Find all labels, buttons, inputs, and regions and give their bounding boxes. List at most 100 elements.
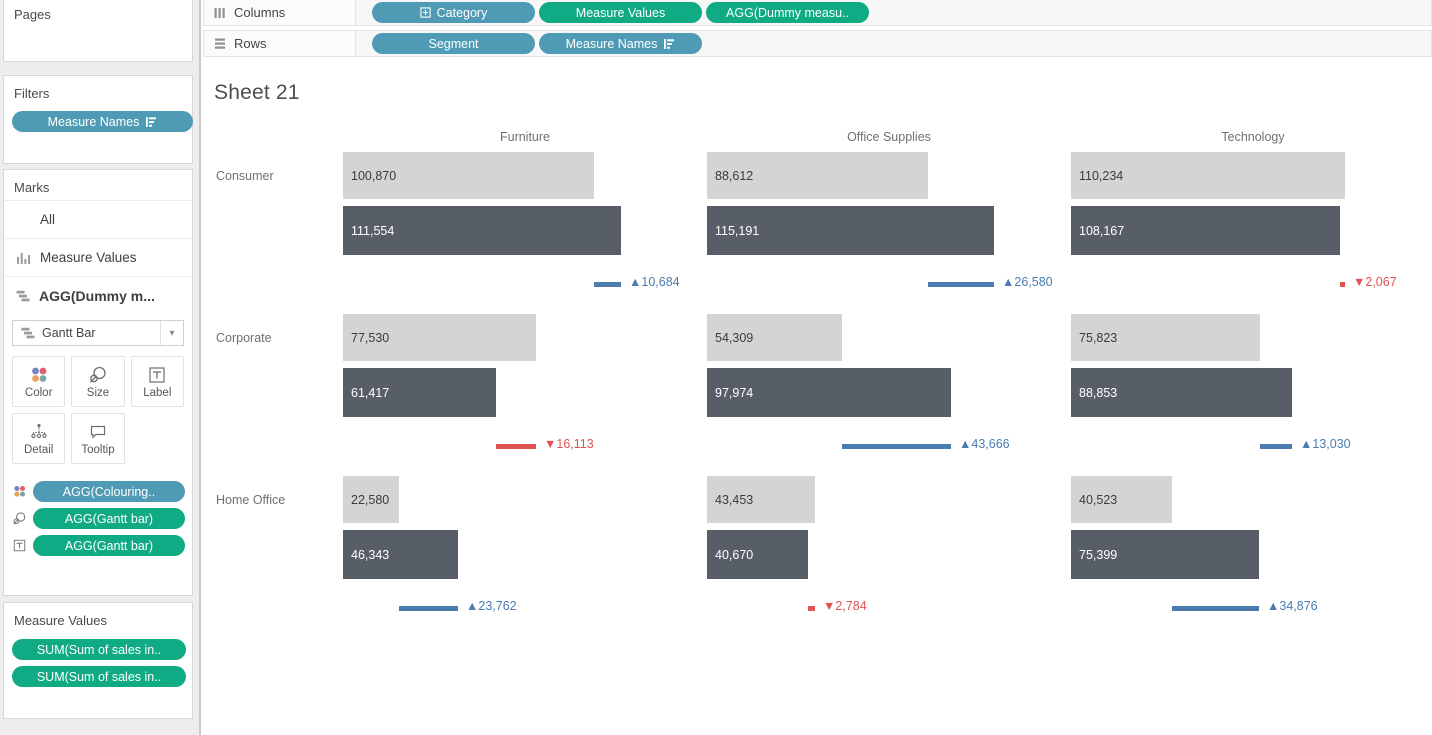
- bar-bottom-label: 111,554: [351, 223, 395, 238]
- pill-measure-names[interactable]: Measure Names: [539, 33, 702, 54]
- bar-top-label: 77,530: [351, 330, 390, 345]
- tooltip-button[interactable]: Tooltip: [71, 413, 125, 464]
- label-icon: [147, 365, 167, 385]
- bar-top[interactable]: 54,309: [707, 314, 842, 361]
- pill-label: AGG(Colouring..: [62, 484, 156, 499]
- delta-label: ▲34,876: [1267, 599, 1318, 613]
- bar-bottom[interactable]: 97,974: [707, 368, 951, 417]
- pill-agg-dummy-measu[interactable]: AGG(Dummy measu..: [706, 2, 869, 23]
- marks-layer-measure-values[interactable]: Measure Values: [4, 238, 192, 276]
- label-button[interactable]: Label: [130, 356, 184, 407]
- sheet-title: Sheet 21: [214, 81, 300, 104]
- filters-card-title: Filters: [14, 86, 50, 101]
- bar-bottom[interactable]: 46,343: [343, 530, 458, 579]
- detail-button[interactable]: Detail: [12, 413, 66, 464]
- delta-label: ▼2,067: [1353, 275, 1397, 289]
- bar-bottom[interactable]: 111,554: [343, 206, 621, 255]
- pill-label: Measure Names: [47, 114, 140, 129]
- cell-home-office-office-supplies: 43,453 40,670 ▼2,784: [707, 476, 1071, 638]
- shelf-area: Columns Category Measure Values AGG(Dummy …: [203, 0, 1432, 61]
- label-button-label: Label: [143, 386, 172, 399]
- bar-top[interactable]: 77,530: [343, 314, 536, 361]
- color-icon: [12, 484, 27, 499]
- pill-measure-names[interactable]: Measure Names: [12, 111, 193, 132]
- pill-measure-values[interactable]: Measure Values: [539, 2, 702, 23]
- size-button-label: Size: [86, 386, 110, 399]
- delta-label: ▼2,784: [823, 599, 867, 613]
- marks-layer-agg-dummy-m[interactable]: AGG(Dummy m...: [4, 276, 192, 314]
- marks-card-title: Marks: [14, 180, 50, 195]
- chevron-down-icon[interactable]: ▾: [160, 321, 183, 345]
- encoding-row: AGG(Gantt bar): [12, 535, 185, 556]
- pill-segment[interactable]: Segment: [372, 33, 535, 54]
- label-icon: [12, 538, 27, 553]
- pill-label: Measure Names: [565, 36, 658, 51]
- gantt-mark[interactable]: [594, 282, 621, 287]
- color-icon: [29, 365, 49, 385]
- bar-top-label: 88,612: [715, 168, 754, 183]
- bar-bottom[interactable]: 61,417: [343, 368, 496, 417]
- marks-layers: All Measure Values AGG(Dummy m...: [4, 200, 192, 314]
- column-header-office-supplies[interactable]: Office Supplies: [847, 130, 931, 144]
- mark-type-label: Gantt Bar: [42, 326, 96, 340]
- bar-top[interactable]: 88,612: [707, 152, 928, 199]
- gantt-mark[interactable]: [1260, 444, 1292, 449]
- pill-label: Category: [436, 5, 488, 20]
- bar-top[interactable]: 110,234: [1071, 152, 1345, 199]
- gantt-mark[interactable]: [928, 282, 994, 287]
- sort-icon: [663, 38, 675, 50]
- bar-bottom[interactable]: 88,853: [1071, 368, 1292, 417]
- gantt-mark[interactable]: [1340, 282, 1345, 287]
- marks-layer-label: Measure Values: [40, 250, 137, 265]
- bar-bottom[interactable]: 40,670: [707, 530, 808, 579]
- pill-sum-sum-of-sales-in[interactable]: SUM(Sum of sales in..: [12, 666, 186, 687]
- gantt-mark[interactable]: [399, 606, 458, 611]
- columns-shelf-text: Columns: [234, 5, 286, 20]
- mark-type-dropdown[interactable]: Gantt Bar ▾: [12, 320, 184, 346]
- delta-label: ▼16,113: [544, 437, 594, 451]
- bar-top[interactable]: 22,580: [343, 476, 399, 523]
- bar-top-label: 54,309: [715, 330, 754, 345]
- pill-category[interactable]: Category: [372, 2, 535, 23]
- delta-label: ▲26,580: [1002, 275, 1053, 289]
- gantt-mark[interactable]: [1172, 606, 1259, 611]
- gantt-mark[interactable]: [842, 444, 951, 449]
- color-button[interactable]: Color: [12, 356, 66, 407]
- bar-bottom[interactable]: 108,167: [1071, 206, 1340, 255]
- column-header-furniture[interactable]: Furniture: [499, 130, 551, 144]
- size-icon: [12, 511, 27, 526]
- bar-top[interactable]: 40,523: [1071, 476, 1172, 523]
- bar-bottom-label: 75,399: [1079, 547, 1118, 562]
- bar-top[interactable]: 43,453: [707, 476, 815, 523]
- pill-sum-sum-of-sales-in[interactable]: SUM(Sum of sales in..: [12, 639, 186, 660]
- row-header-corporate[interactable]: Corporate: [216, 331, 272, 345]
- measure-values-card: Measure Values SUM(Sum of sales in.. SUM(…: [3, 602, 193, 719]
- bar-top[interactable]: 100,870: [343, 152, 594, 199]
- row-header-home-office[interactable]: Home Office: [216, 493, 286, 507]
- bar-bottom-label: 108,167: [1079, 223, 1125, 238]
- bar-bottom[interactable]: 115,191: [707, 206, 994, 255]
- cell-consumer-technology: 110,234 108,167 ▼2,067: [1071, 152, 1432, 314]
- bar-top[interactable]: 75,823: [1071, 314, 1260, 361]
- size-button[interactable]: Size: [71, 356, 125, 407]
- pill-agg-gantt-bar[interactable]: AGG(Gantt bar): [33, 535, 185, 556]
- column-header-technology[interactable]: Technology: [1221, 130, 1285, 144]
- marks-layer-all[interactable]: All: [4, 200, 192, 238]
- columns-shelf[interactable]: Columns Category Measure Values AGG(Dummy …: [203, 0, 1432, 26]
- rows-shelf[interactable]: Rows Segment Measure Names: [203, 30, 1432, 57]
- detail-button-label: Detail: [23, 443, 54, 456]
- row-header-consumer[interactable]: Consumer: [216, 169, 274, 183]
- size-icon: [88, 365, 108, 385]
- pill-agg-gantt-bar[interactable]: AGG(Gantt bar): [33, 508, 185, 529]
- pages-card-title: Pages: [14, 7, 51, 22]
- gantt-mark[interactable]: [808, 606, 815, 611]
- encoding-row: AGG(Colouring..: [12, 481, 185, 502]
- gantt-mark[interactable]: [496, 444, 536, 449]
- bar-bottom[interactable]: 75,399: [1071, 530, 1259, 579]
- bar-top-label: 22,580: [351, 492, 390, 507]
- pill-agg-colouring[interactable]: AGG(Colouring..: [33, 481, 185, 502]
- cell-consumer-furniture: 100,870 111,554 ▲10,684: [343, 152, 707, 314]
- sort-icon: [145, 116, 157, 128]
- bar-bottom-label: 88,853: [1079, 385, 1118, 400]
